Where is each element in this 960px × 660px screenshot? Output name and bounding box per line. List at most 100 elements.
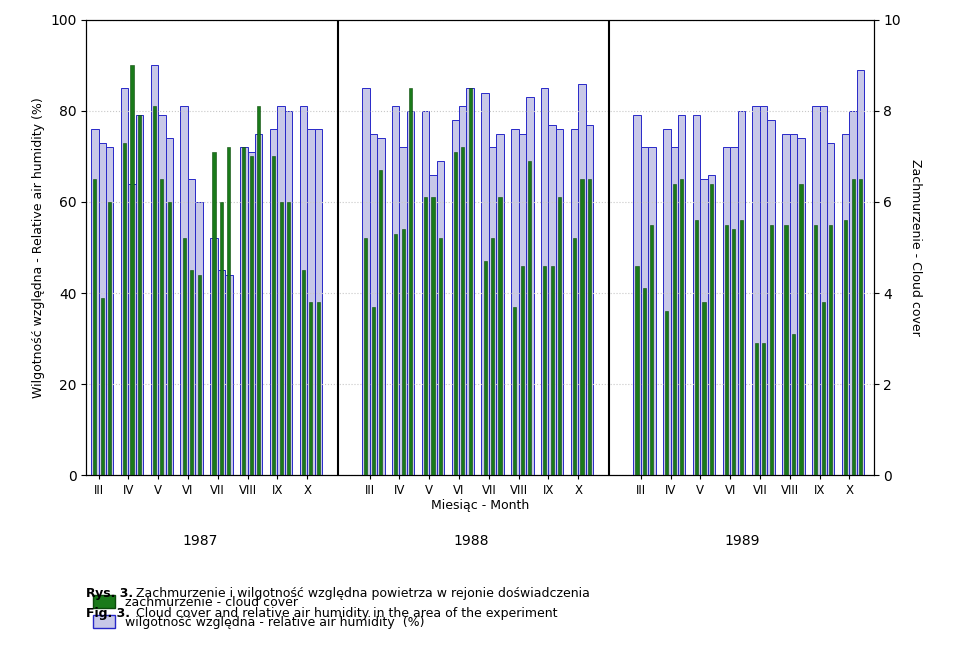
- Bar: [362, 88, 370, 475]
- Bar: [377, 138, 385, 475]
- Bar: [272, 156, 276, 475]
- Bar: [512, 129, 518, 475]
- Bar: [782, 134, 790, 475]
- Text: 1988: 1988: [453, 535, 489, 548]
- Bar: [829, 224, 832, 475]
- Bar: [725, 224, 728, 475]
- Bar: [468, 88, 471, 475]
- Bar: [731, 147, 737, 475]
- Bar: [852, 180, 854, 475]
- Bar: [108, 202, 111, 475]
- Bar: [820, 106, 827, 475]
- Bar: [755, 343, 757, 475]
- Bar: [693, 115, 701, 475]
- Bar: [678, 115, 685, 475]
- Bar: [792, 334, 795, 475]
- Bar: [701, 180, 708, 475]
- Bar: [812, 106, 820, 475]
- Bar: [526, 97, 534, 475]
- Bar: [439, 238, 442, 475]
- Bar: [101, 298, 104, 475]
- Text: Cloud cover and relative air humidity in the area of the experiment: Cloud cover and relative air humidity in…: [136, 607, 558, 620]
- Bar: [648, 147, 656, 475]
- Bar: [859, 180, 862, 475]
- Bar: [708, 175, 715, 475]
- Bar: [210, 238, 218, 475]
- Bar: [578, 84, 586, 475]
- Bar: [498, 197, 501, 475]
- Bar: [753, 106, 760, 475]
- Bar: [459, 106, 467, 475]
- Bar: [300, 106, 307, 475]
- Bar: [401, 229, 405, 475]
- Bar: [248, 152, 255, 475]
- Bar: [196, 202, 203, 475]
- Bar: [165, 138, 173, 475]
- Bar: [429, 175, 437, 475]
- Bar: [421, 111, 429, 475]
- Bar: [370, 134, 377, 475]
- Bar: [528, 161, 532, 475]
- Bar: [451, 120, 459, 475]
- Bar: [586, 125, 593, 475]
- Bar: [151, 65, 158, 475]
- Bar: [379, 170, 382, 475]
- Bar: [723, 147, 731, 475]
- Bar: [857, 70, 864, 475]
- Bar: [218, 271, 226, 475]
- Bar: [665, 312, 668, 475]
- Bar: [467, 88, 474, 475]
- Bar: [285, 111, 292, 475]
- Bar: [548, 125, 556, 475]
- Bar: [424, 197, 427, 475]
- Bar: [309, 302, 313, 475]
- Bar: [431, 197, 435, 475]
- Bar: [481, 92, 489, 475]
- Bar: [760, 106, 767, 475]
- Bar: [850, 111, 857, 475]
- Bar: [767, 120, 775, 475]
- Bar: [581, 180, 584, 475]
- Bar: [822, 302, 825, 475]
- Bar: [315, 129, 323, 475]
- Bar: [556, 129, 564, 475]
- Bar: [663, 129, 670, 475]
- Bar: [277, 106, 285, 475]
- Y-axis label: Zachmurzenie - Cloud cover: Zachmurzenie - Cloud cover: [909, 159, 922, 336]
- Text: 1989: 1989: [725, 535, 760, 548]
- Bar: [131, 65, 133, 475]
- Bar: [797, 138, 804, 475]
- Bar: [695, 220, 698, 475]
- Bar: [784, 224, 787, 475]
- Bar: [242, 147, 246, 475]
- Bar: [255, 134, 262, 475]
- Bar: [287, 202, 290, 475]
- Bar: [226, 275, 232, 475]
- Bar: [489, 147, 496, 475]
- Bar: [372, 307, 375, 475]
- Bar: [573, 238, 576, 475]
- Bar: [703, 302, 706, 475]
- Bar: [814, 224, 817, 475]
- Bar: [770, 224, 773, 475]
- Bar: [182, 238, 186, 475]
- Bar: [279, 202, 282, 475]
- Bar: [270, 129, 277, 475]
- Bar: [636, 266, 638, 475]
- Bar: [212, 152, 216, 475]
- Legend: zachmurzenie - cloud cover, wilgotność względna - relative air humidity  (%): zachmurzenie - cloud cover, wilgotność w…: [93, 595, 424, 629]
- Bar: [93, 180, 96, 475]
- Bar: [740, 220, 743, 475]
- Bar: [228, 147, 230, 475]
- Bar: [551, 266, 554, 475]
- Bar: [514, 307, 516, 475]
- Bar: [106, 147, 113, 475]
- Bar: [307, 129, 315, 475]
- Bar: [399, 147, 407, 475]
- Bar: [461, 147, 465, 475]
- Bar: [301, 271, 305, 475]
- Bar: [800, 183, 803, 475]
- Bar: [392, 106, 399, 475]
- Bar: [762, 343, 765, 475]
- Text: Zachmurzenie i wilgotność względna powietrza w rejonie doświadczenia: Zachmurzenie i wilgotność względna powie…: [136, 587, 590, 601]
